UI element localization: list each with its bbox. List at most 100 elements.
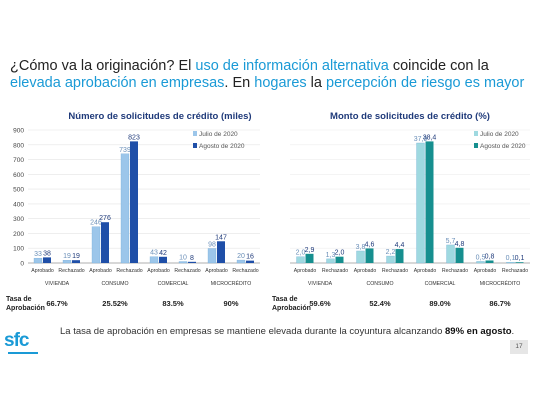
title-highlight: elevada aprobación en empresas [10, 75, 225, 91]
data-label: 2,0 [296, 250, 306, 257]
sfc-logo: sfc [4, 330, 29, 351]
legend-entry: Agosto de 2020 [480, 143, 526, 150]
bar-right-jul [326, 258, 335, 264]
data-label: 276 [99, 215, 111, 222]
data-label: 5,7 [446, 238, 456, 245]
group-label: CONSUMO [101, 281, 128, 287]
bar-left-aug [130, 141, 138, 263]
data-label: 4,4 [395, 242, 405, 249]
approval-rate-right: 52.4% [369, 299, 391, 308]
bar-right-aug [425, 141, 434, 263]
bar-right-jul [356, 250, 365, 264]
group-label: VIVIENDA [308, 281, 333, 287]
bar-right-jul [386, 255, 395, 264]
data-label: 19 [63, 253, 71, 260]
rate-label-left: Tasa de Aprobación [6, 295, 45, 313]
x-tick-label: Rechazado [116, 268, 142, 274]
title-text: . En [224, 75, 255, 91]
x-tick-label: Rechazado [502, 268, 528, 274]
approval-rate-left: 90% [223, 299, 239, 308]
title-text: la [306, 75, 326, 91]
data-label: 0,5 [476, 254, 486, 261]
right-chart-title: Monto de solicitudes de crédito (%) [330, 111, 490, 122]
x-tick-label: Rechazado [58, 268, 84, 274]
rate-label-line2: Aprobación [272, 305, 311, 312]
data-label: 0,1 [515, 255, 525, 262]
data-label: 2,9 [305, 247, 315, 254]
bar-right-aug [485, 260, 494, 263]
bar-right-aug [395, 249, 404, 263]
x-tick-label: Aprobado [354, 268, 377, 274]
x-tick-label: Aprobado [89, 268, 112, 274]
footer-main: La tasa de aprobación en empresas se man… [60, 326, 446, 337]
y-tick-label: 100 [13, 246, 24, 253]
x-tick-label: Rechazado [382, 268, 408, 274]
bar-right-aug [515, 262, 524, 263]
bar-left-jul [236, 259, 246, 264]
bar-right-jul [476, 261, 485, 264]
y-tick-label: 300 [13, 216, 24, 223]
legend-entry: Julio de 2020 [199, 131, 238, 138]
left-chart-title: Número de solicitudes de crédito (miles) [68, 111, 252, 122]
x-tick-label: Aprobado [294, 268, 317, 274]
legend-entry: Julio de 2020 [480, 131, 519, 138]
data-label: 246 [90, 220, 102, 227]
data-label: 0,8 [485, 253, 495, 260]
bar-right-jul [506, 262, 515, 264]
rate-label-line1: Tasa de [6, 296, 32, 303]
y-tick-label: 600 [13, 172, 24, 179]
bar-left-jul [91, 226, 101, 264]
rate-label-right: Tasa de Aprobación [272, 295, 311, 313]
bar-left-jul [62, 260, 72, 264]
data-label: 10 [179, 255, 187, 262]
x-tick-label: Aprobado [414, 268, 437, 274]
data-label: 33 [34, 251, 42, 258]
data-label: 38 [43, 250, 51, 257]
group-label: CONSUMO [366, 281, 393, 287]
group-label: MICROCRÉDITO [480, 280, 521, 287]
data-label: 4,8 [455, 241, 465, 248]
legend-swatch [193, 143, 197, 148]
group-label: COMERCIAL [158, 281, 189, 287]
bar-left-aug [217, 241, 225, 263]
x-tick-label: Rechazado [322, 268, 348, 274]
y-tick-label: 800 [13, 142, 24, 149]
legend-swatch [474, 131, 478, 136]
data-label: 98 [208, 242, 216, 249]
approval-rate-right: 89.0% [429, 299, 451, 308]
bar-right-aug [335, 256, 344, 263]
data-label: 823 [128, 134, 140, 141]
rate-label-line1: Tasa de [272, 296, 298, 303]
bar-right-jul [416, 142, 425, 264]
legend-entry: Agosto de 2020 [199, 143, 245, 150]
bar-right-aug [455, 247, 464, 263]
data-label: 4,6 [365, 241, 375, 248]
page-number: 17 [510, 340, 528, 354]
data-label: 2,2 [386, 249, 396, 256]
group-label: VIVIENDA [45, 281, 70, 287]
rate-label-line2: Aprobación [6, 305, 45, 312]
title-highlight: percepción de riesgo es mayor [326, 75, 525, 91]
bar-left-jul [149, 256, 159, 264]
bar-left-jul [207, 248, 217, 264]
data-label: 16 [246, 254, 254, 261]
bar-left-jul [33, 257, 43, 264]
y-tick-label: 0 [20, 261, 24, 268]
bar-left-jul [120, 153, 130, 264]
bar-left-aug [101, 222, 109, 263]
approval-rate-right: 59.6% [309, 299, 331, 308]
footer-text: La tasa de aprobación en empresas se man… [60, 326, 514, 337]
y-tick-label: 900 [13, 128, 24, 135]
x-tick-label: Aprobado [31, 268, 54, 274]
group-label: MICROCRÉDITO [211, 280, 252, 287]
title-highlight: hogares [254, 75, 307, 91]
data-label: 0,1 [506, 255, 516, 262]
x-tick-label: Aprobado [147, 268, 170, 274]
data-label: 42 [159, 250, 167, 257]
legend-swatch [193, 131, 197, 136]
y-tick-label: 400 [13, 201, 24, 208]
data-label: 1,3 [326, 252, 336, 259]
bar-left-aug [159, 256, 167, 263]
data-label: 2,0 [335, 250, 345, 257]
x-tick-label: Aprobado [474, 268, 497, 274]
